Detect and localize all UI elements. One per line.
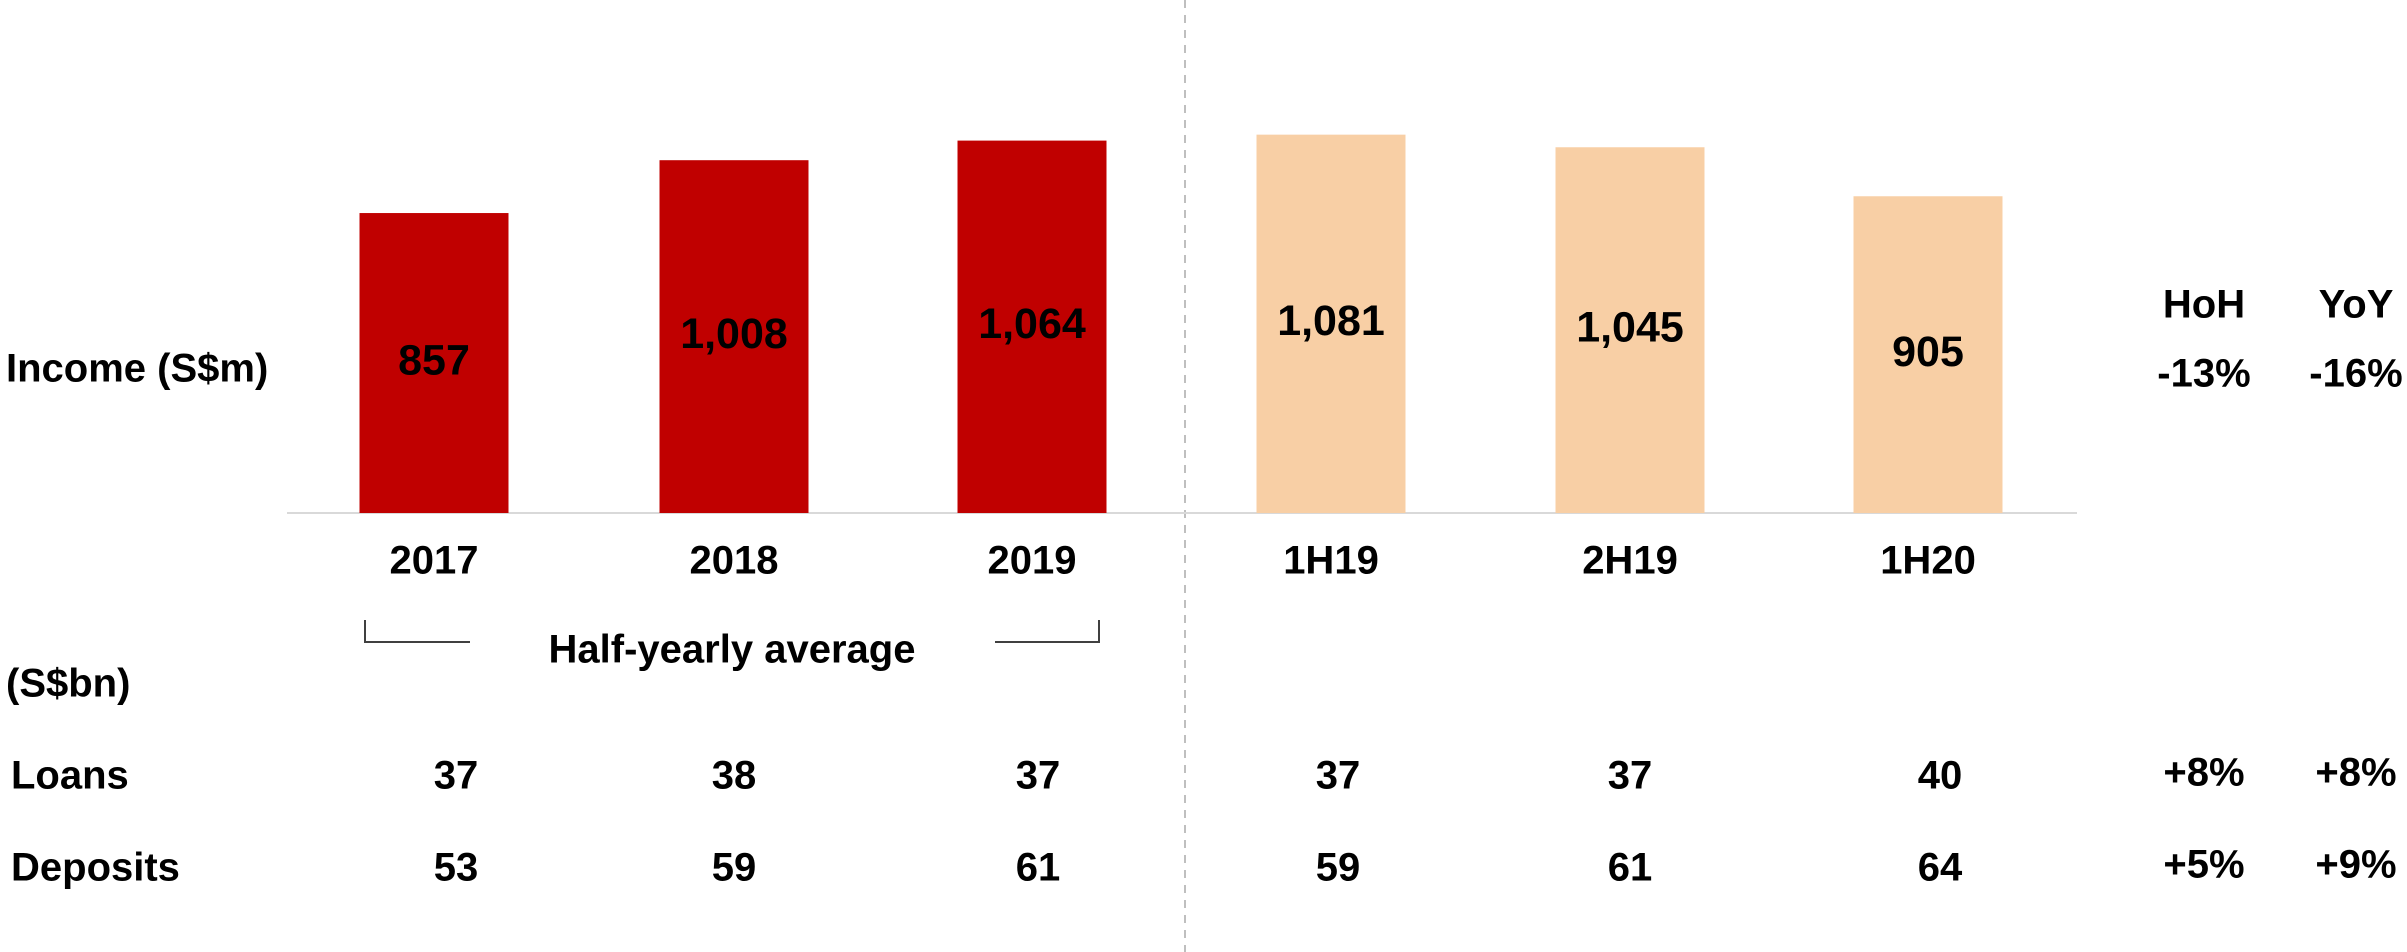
- change-header: YoY: [2319, 283, 2394, 327]
- bar: [957, 140, 1107, 513]
- change-value: +8%: [2163, 751, 2244, 795]
- row-label: Deposits: [11, 846, 180, 890]
- x-tick-label: 2019: [988, 539, 1077, 583]
- table-unit: (S$bn): [6, 662, 130, 706]
- data-label: 1,081: [1277, 297, 1385, 345]
- data-label: 905: [1892, 328, 1964, 376]
- change-header: HoH: [2163, 283, 2245, 327]
- table-cell: 40: [1918, 754, 1963, 798]
- bracket: [364, 620, 1100, 643]
- x-tick-label: 2017: [390, 539, 479, 583]
- data-label: 1,045: [1576, 303, 1684, 351]
- data-label: 1,008: [680, 310, 788, 358]
- data-label: 1,064: [978, 300, 1086, 348]
- table-cell: 37: [1608, 754, 1653, 798]
- x-tick-label: 1H19: [1283, 539, 1379, 583]
- bar: [359, 213, 509, 514]
- data-label: 857: [398, 336, 470, 384]
- bar: [1853, 196, 2003, 513]
- x-tick-label: 1H20: [1880, 539, 1976, 583]
- row-label: Loans: [11, 754, 129, 798]
- bar: [1555, 147, 1705, 513]
- x-tick-label: 2H19: [1582, 539, 1678, 583]
- table-cell: 64: [1918, 846, 1963, 890]
- annotation: Half-yearly average: [549, 628, 916, 672]
- change-value: +9%: [2315, 843, 2396, 887]
- change-value: +8%: [2315, 751, 2396, 795]
- table-cell: 59: [712, 846, 757, 890]
- table-cell: 59: [1316, 846, 1361, 890]
- bar: [1256, 134, 1406, 513]
- bar: [659, 160, 809, 513]
- chart-title: Income (S$m): [6, 347, 268, 391]
- table-cell: 37: [434, 754, 479, 798]
- change-value: -13%: [2157, 352, 2250, 396]
- table-cell: 37: [1016, 754, 1061, 798]
- change-value: -16%: [2309, 352, 2402, 396]
- x-tick-label: 2018: [690, 539, 779, 583]
- table-cell: 37: [1316, 754, 1361, 798]
- table-cell: 61: [1608, 846, 1653, 890]
- table-cell: 38: [712, 754, 757, 798]
- change-value: +5%: [2163, 843, 2244, 887]
- table-cell: 53: [434, 846, 479, 890]
- table-cell: 61: [1016, 846, 1061, 890]
